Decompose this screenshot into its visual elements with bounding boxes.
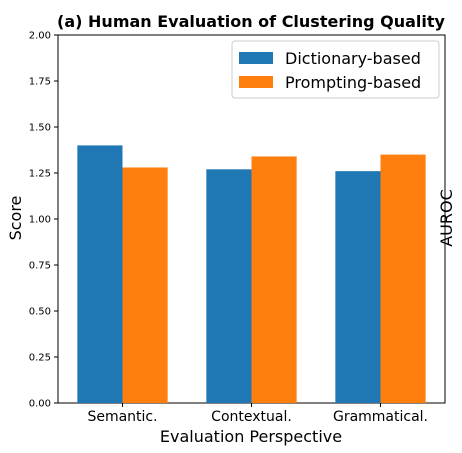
- x-axis-label: Evaluation Perspective: [160, 427, 342, 446]
- bar-prompting-based-grammatical: [380, 154, 426, 403]
- bar-dictionary-based-semantic: [77, 145, 123, 403]
- y-axis-label: Score: [6, 196, 25, 241]
- x-tick-label: Grammatical.: [333, 409, 428, 425]
- y-tick-label: 0.25: [29, 353, 51, 364]
- legend-box: [231, 40, 440, 99]
- legend-label: Dictionary-based: [285, 49, 421, 68]
- bar-dictionary-based-grammatical: [335, 171, 381, 403]
- bar-dictionary-based-contextual: [206, 169, 252, 403]
- y-tick-label: 0.00: [29, 399, 51, 410]
- x-tick-label: Contextual.: [211, 409, 292, 425]
- legend-swatch: [239, 76, 273, 88]
- y-tick-label: 1.75: [29, 77, 51, 88]
- y-tick-label: 1.00: [29, 215, 51, 226]
- legend-swatch: [239, 52, 273, 64]
- legend-label: Prompting-based: [285, 73, 421, 92]
- y-tick-label: 2.00: [29, 31, 51, 42]
- legend: Dictionary-based Prompting-based: [231, 40, 440, 99]
- y-tick-label: 0.75: [29, 261, 51, 272]
- bars-group: [77, 145, 426, 403]
- y-tick-label: 0.50: [29, 307, 51, 318]
- x-axis-ticks: Semantic. Contextual. Grammatical.: [87, 403, 428, 425]
- bar-prompting-based-contextual: [251, 156, 297, 403]
- y-tick-label: 1.50: [29, 123, 51, 134]
- y-axis-ticks: 0.00 0.25 0.50 0.75 1.00 1.25 1.50 1.75 2.00: [29, 31, 58, 410]
- clipped-neighbor-label: AUROC: [437, 189, 456, 247]
- chart-title: (a) Human Evaluation of Clustering Quali…: [57, 12, 445, 31]
- bar-prompting-based-semantic: [122, 167, 168, 403]
- y-tick-label: 1.25: [29, 169, 51, 180]
- x-tick-label: Semantic.: [87, 409, 157, 425]
